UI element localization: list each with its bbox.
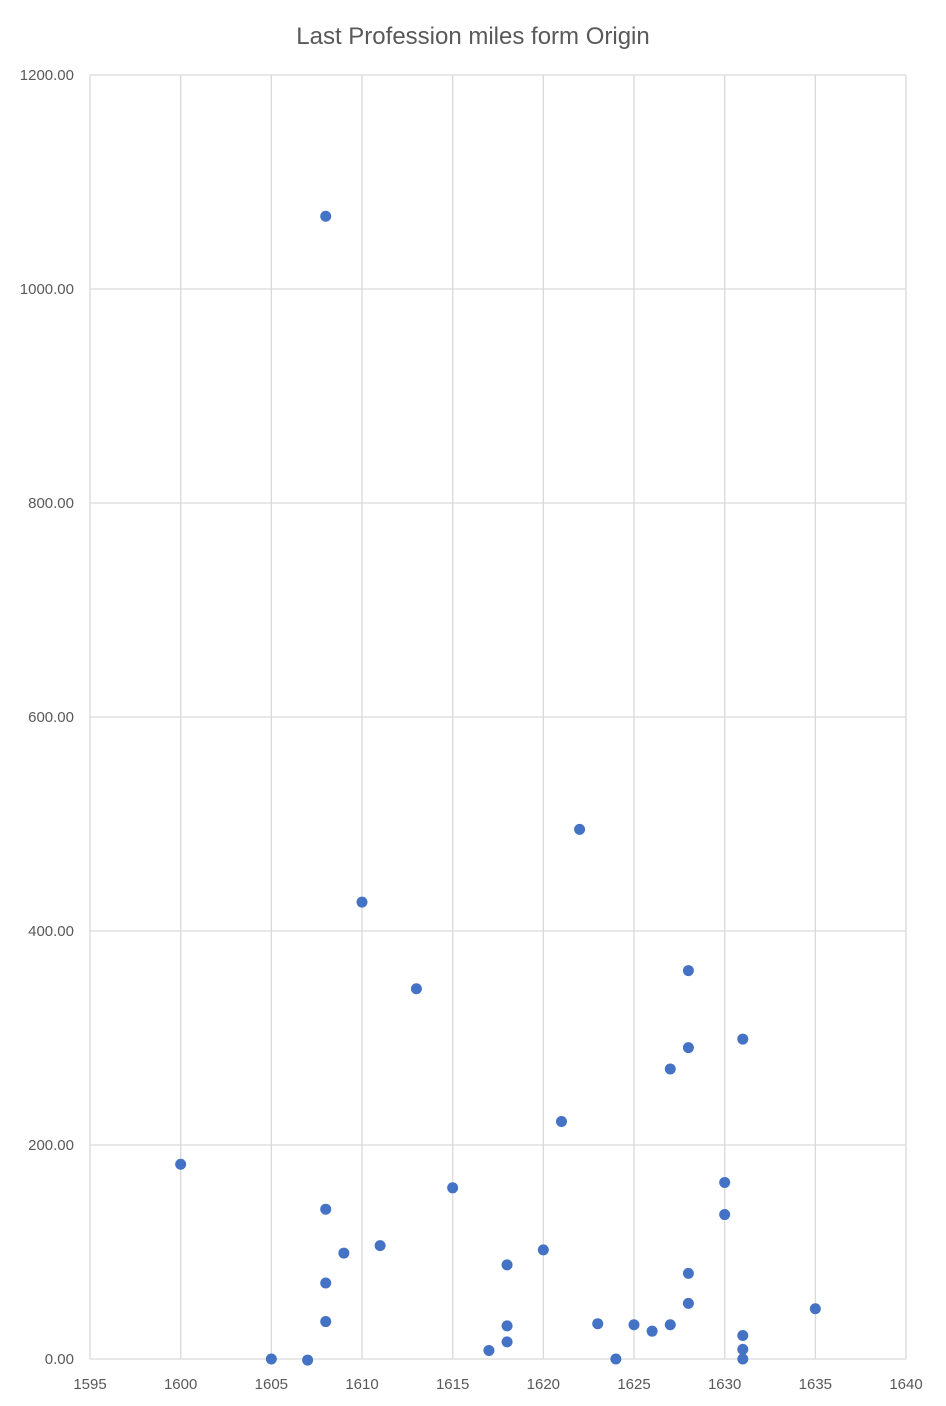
y-tick-label: 1200.00	[20, 67, 74, 84]
y-tick-label: 1000.00	[20, 281, 74, 298]
y-tick-label: 200.00	[28, 1137, 74, 1154]
x-tick-label: 1610	[345, 1376, 378, 1393]
x-tick-label: 1640	[889, 1376, 922, 1393]
data-point	[719, 1209, 731, 1221]
data-point	[664, 1063, 676, 1075]
data-point	[320, 1316, 332, 1328]
data-point	[737, 1353, 749, 1365]
data-point	[338, 1247, 350, 1259]
data-point	[265, 1353, 277, 1365]
data-point	[447, 1182, 459, 1194]
data-point	[483, 1344, 495, 1356]
x-tick-label: 1630	[708, 1376, 741, 1393]
data-point	[320, 1277, 332, 1289]
data-point	[320, 210, 332, 222]
x-tick-label: 1605	[255, 1376, 288, 1393]
x-tick-label: 1625	[617, 1376, 650, 1393]
data-point	[610, 1353, 622, 1365]
x-tick-label: 1595	[73, 1376, 106, 1393]
y-tick-label: 0.00	[45, 1351, 74, 1368]
data-point	[682, 1297, 694, 1309]
data-point	[737, 1033, 749, 1045]
y-axis-tick-labels: 0.00 200.00 400.00 600.00 800.00 1000.00 1200.…	[20, 67, 74, 1368]
data-point	[555, 1115, 567, 1127]
data-point	[374, 1240, 386, 1252]
data-point	[410, 983, 422, 995]
data-point	[664, 1319, 676, 1331]
x-tick-label: 1635	[799, 1376, 832, 1393]
data-point	[356, 896, 368, 908]
x-tick-label: 1615	[436, 1376, 469, 1393]
data-point	[682, 1267, 694, 1279]
data-point	[574, 823, 586, 835]
data-point	[628, 1319, 640, 1331]
x-tick-label: 1620	[527, 1376, 560, 1393]
gridlines	[89, 74, 907, 1360]
data-point	[302, 1354, 314, 1366]
data-point	[809, 1303, 821, 1315]
data-point	[682, 965, 694, 977]
data-points	[175, 210, 821, 1366]
data-point	[501, 1320, 513, 1332]
data-point	[646, 1325, 658, 1337]
data-point	[682, 1042, 694, 1054]
data-point	[719, 1176, 731, 1188]
data-point	[537, 1244, 549, 1256]
x-tick-label: 1600	[164, 1376, 197, 1393]
y-tick-label: 400.00	[28, 923, 74, 940]
data-point	[175, 1158, 187, 1170]
data-point	[592, 1318, 604, 1330]
data-point	[737, 1343, 749, 1355]
y-tick-label: 800.00	[28, 495, 74, 512]
data-point	[501, 1259, 513, 1271]
data-point	[320, 1203, 332, 1215]
y-tick-label: 600.00	[28, 709, 74, 726]
x-axis-tick-labels: 1595 1600 1605 1610 1615 1620 1625 1630 1635 1640	[73, 1376, 922, 1393]
chart-title: Last Profession miles form Origin	[296, 23, 649, 50]
data-point	[737, 1329, 749, 1341]
data-point	[501, 1336, 513, 1348]
